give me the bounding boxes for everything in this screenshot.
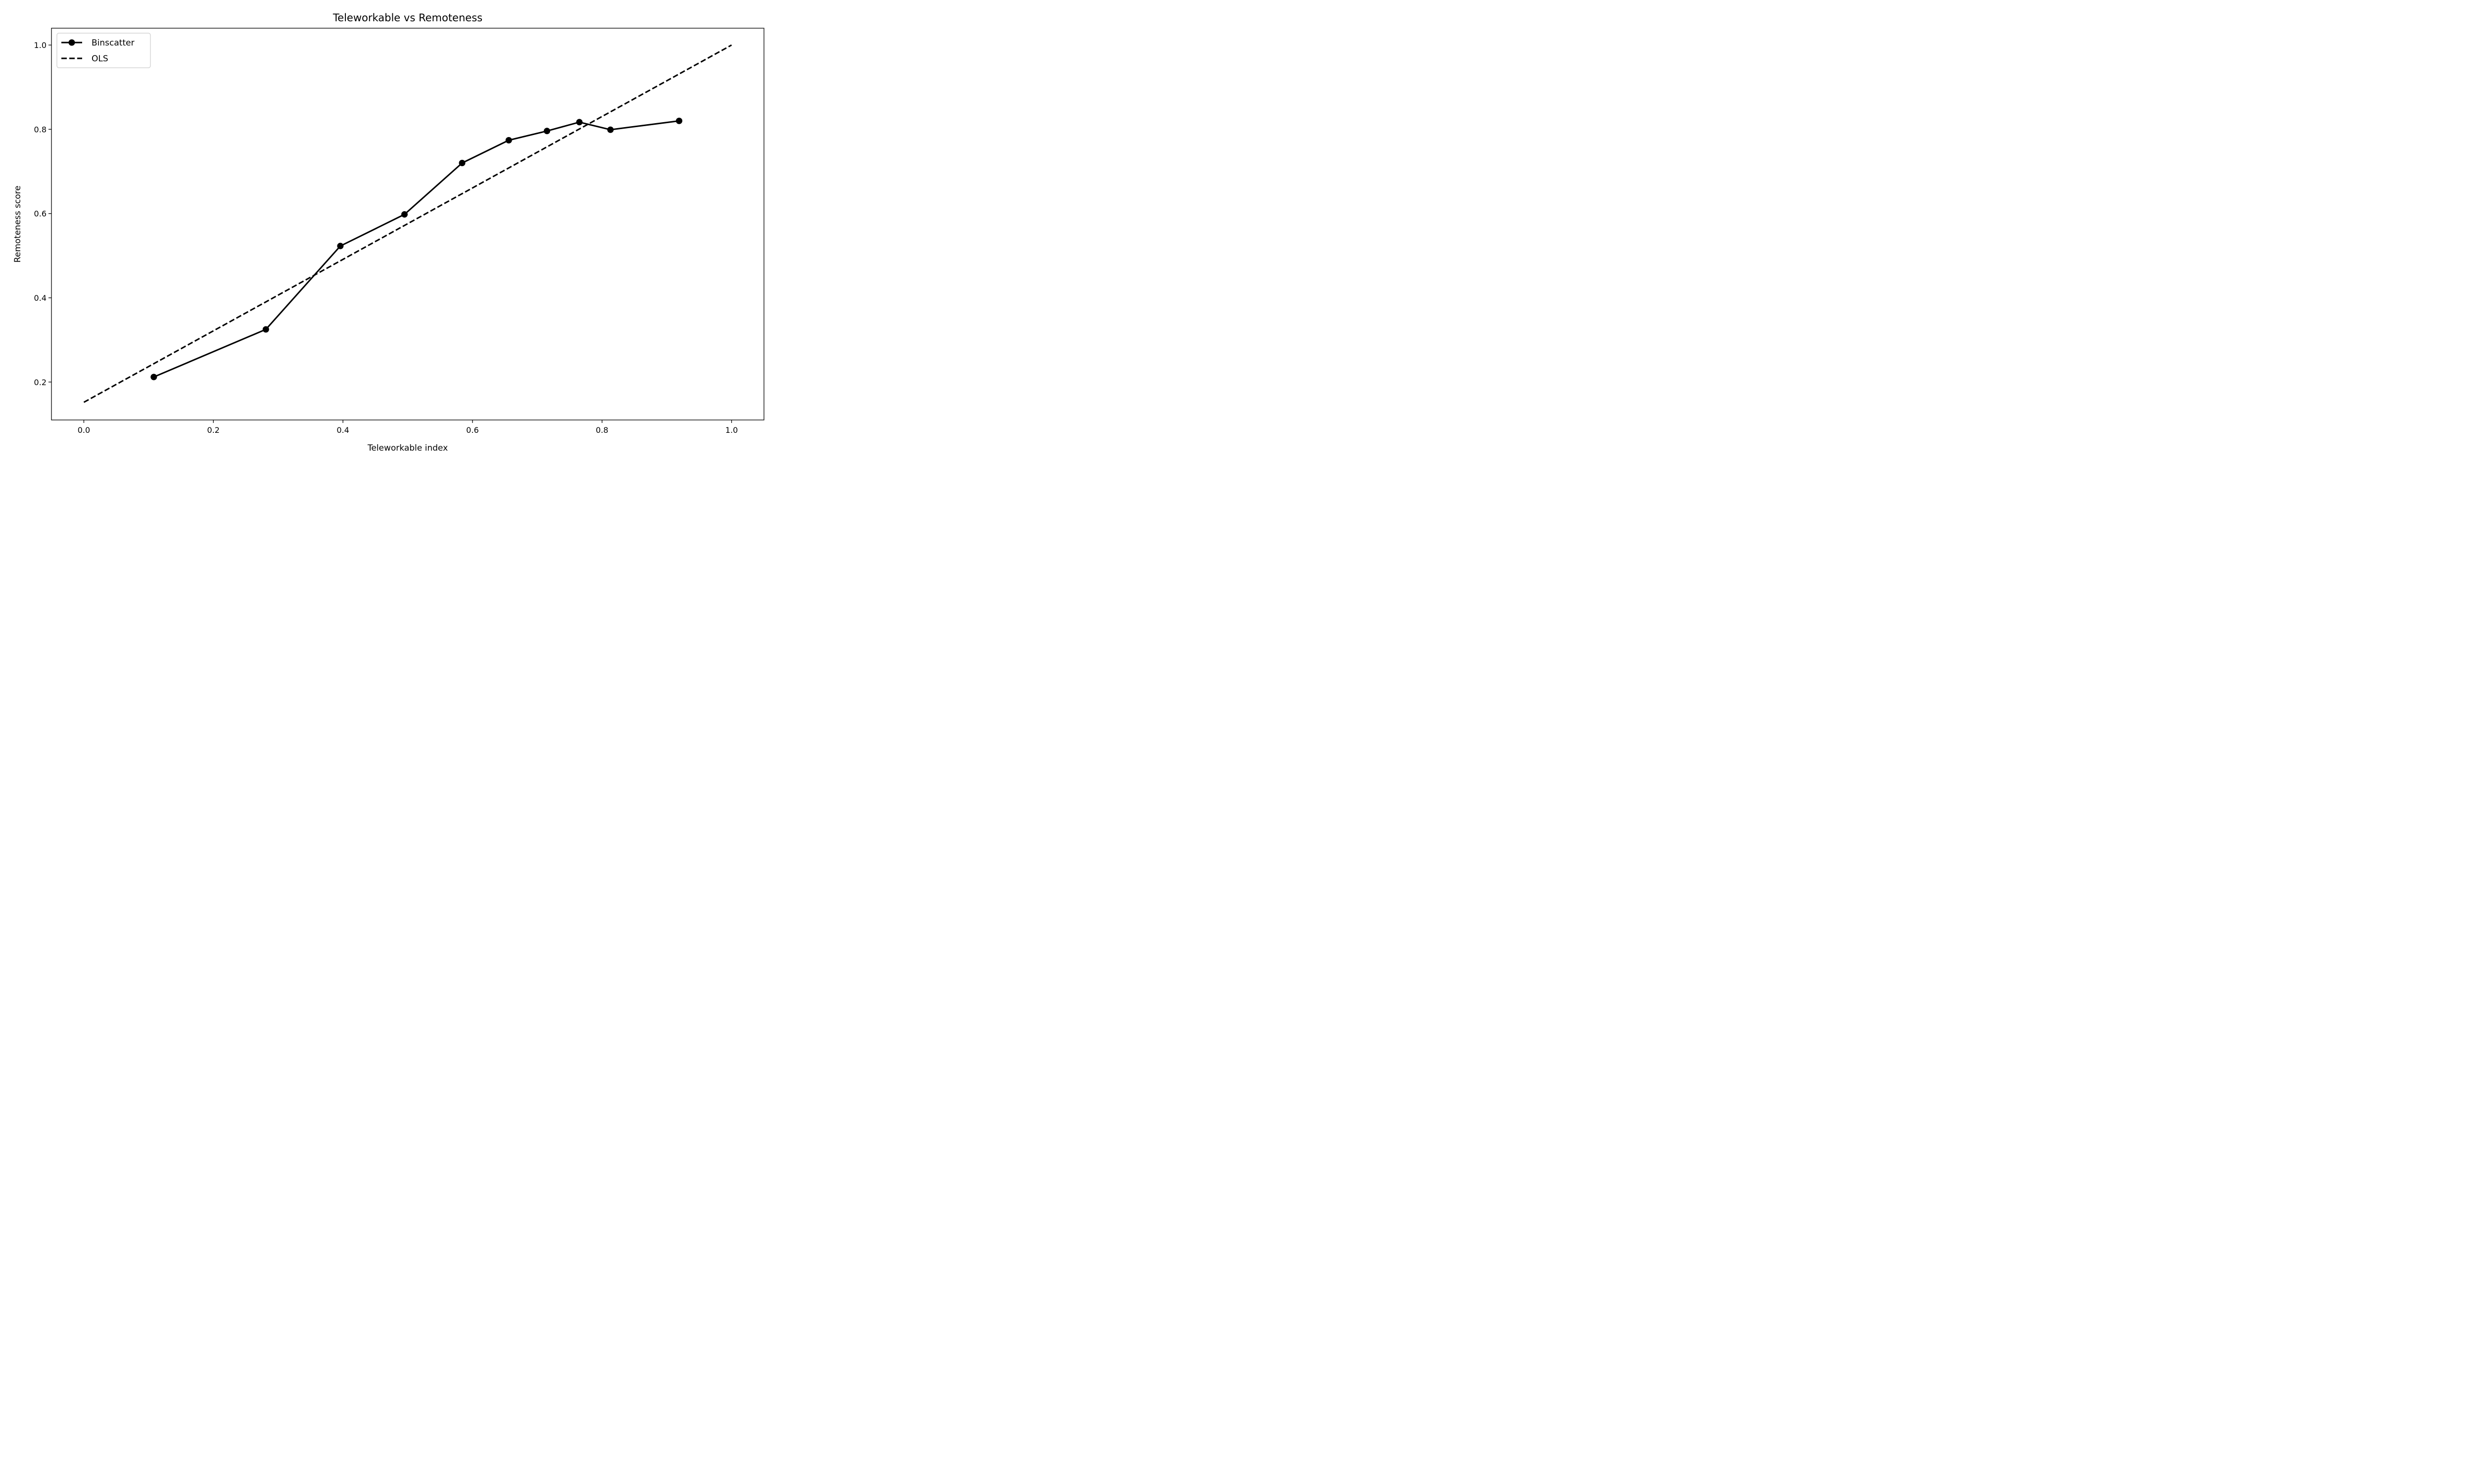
legend-binscatter-marker: [68, 39, 75, 46]
x-tick-label: 0.6: [466, 425, 478, 435]
y-tick-label: 0.6: [34, 209, 47, 219]
legend-ols-label: OLS: [92, 54, 108, 64]
data-point-binscatter: [607, 126, 614, 133]
series-line-ols: [83, 44, 732, 403]
y-tick-label: 1.0: [34, 41, 47, 50]
x-tick-label: 1.0: [725, 425, 738, 435]
x-tick-label: 0.2: [207, 425, 220, 435]
legend-binscatter-label: Binscatter: [92, 38, 135, 48]
y-tick-label: 0.4: [34, 293, 47, 303]
data-point-binscatter: [262, 326, 269, 333]
y-axis-label: Remoteness score: [13, 186, 23, 263]
x-tick-label: 0.4: [336, 425, 349, 435]
y-tick-label: 0.2: [34, 377, 47, 387]
data-point-binscatter: [676, 117, 683, 124]
x-tick-label: 0.8: [596, 425, 608, 435]
data-point-binscatter: [543, 128, 550, 135]
data-point-binscatter: [459, 160, 466, 167]
legend: Binscatter OLS: [56, 33, 151, 68]
data-point-binscatter: [505, 137, 512, 144]
plot-series: [83, 44, 732, 403]
data-point-binscatter: [337, 242, 344, 249]
x-axis-label: Teleworkable index: [367, 443, 448, 453]
data-point-binscatter: [401, 211, 408, 218]
x-axis-ticks: 0.0 0.2 0.4 0.6 0.8 1.0: [78, 420, 738, 435]
x-tick-label: 0.0: [78, 425, 90, 435]
plot-frame: [51, 28, 764, 420]
data-point-binscatter: [150, 373, 157, 380]
chart: Teleworkable vs Remoteness 0.0 0.2 0.4 0.6 0…: [0, 0, 774, 464]
series-line-binscatter: [153, 120, 679, 378]
chart-background: [0, 0, 774, 464]
y-axis-ticks: 0.2 0.4 0.6 0.8 1.0: [34, 41, 51, 387]
data-point-binscatter: [576, 119, 583, 126]
y-tick-label: 0.8: [34, 125, 47, 134]
chart-title: Teleworkable vs Remoteness: [333, 12, 482, 24]
